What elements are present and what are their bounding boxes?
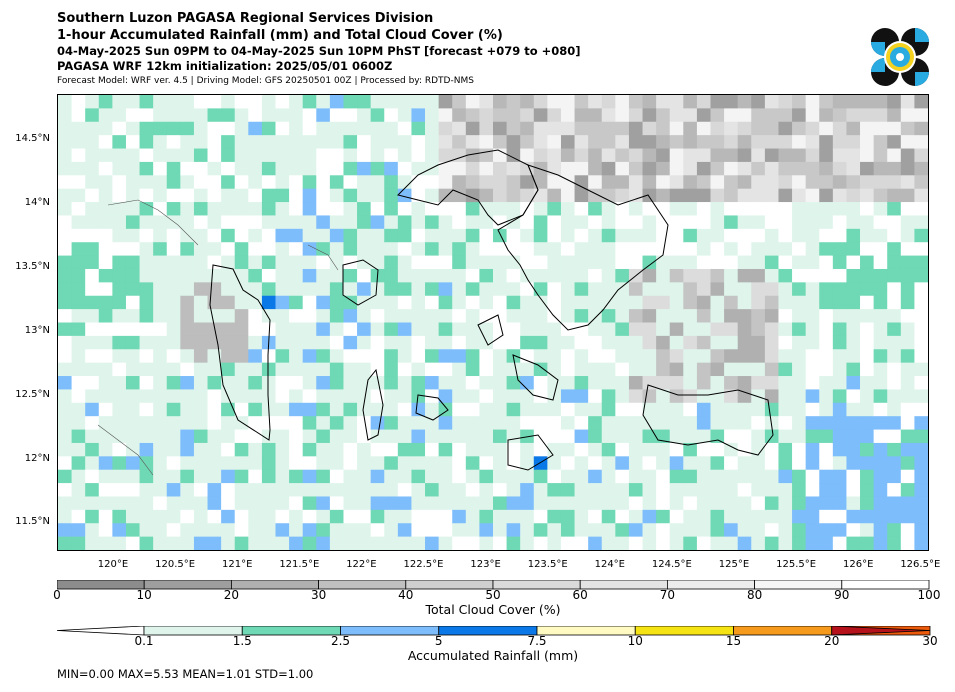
lon-label: 123.5°E [527, 559, 568, 570]
lon-label: 121.5°E [279, 559, 320, 570]
cloud-colorbar-tick: 80 [746, 588, 763, 602]
cloud-colorbar-tick: 10 [136, 588, 152, 602]
lon-label: 120°E [97, 559, 129, 570]
rainfall-colorbar [56, 626, 931, 636]
lon-label: 123°E [470, 559, 501, 570]
init-time: PAGASA WRF 12km initialization: 2025/05/… [57, 59, 393, 73]
cloud-colorbar-tick: 100 [917, 588, 941, 602]
lon-label: 121°E [221, 559, 253, 570]
cloud-colorbar-tick: 40 [398, 588, 414, 602]
lat-label: 13.5°N [15, 261, 50, 272]
minor-coast [97, 199, 339, 476]
title-block: Southern Luzon PAGASA Regional Services … [57, 10, 581, 87]
pagasa-logo [871, 28, 929, 86]
lon-label: 124°E [594, 559, 625, 570]
cloud-colorbar-tick: 50 [485, 588, 501, 602]
lon-label: 122°E [346, 559, 377, 570]
rainfall-cloud-map [58, 95, 928, 550]
lat-label: 12°N [24, 453, 50, 464]
lon-label: 124.5°E [651, 559, 692, 570]
cloud-colorbar-tick: 90 [834, 588, 850, 602]
lon-label: 125.5°E [776, 559, 817, 570]
map-title: Southern Luzon PAGASA Regional Services … [57, 11, 434, 26]
cloud-cover-colorbar [57, 580, 930, 590]
cloud-colorbar-label: Total Cloud Cover (%) [425, 602, 561, 617]
lat-label: 14°N [24, 197, 50, 208]
coastlines [209, 149, 774, 471]
cloud-colorbar-segment [841, 580, 930, 590]
rain-colorbar-segment [831, 626, 931, 636]
rain-colorbar-tick: 10 [627, 634, 643, 648]
lon-label: 126.5°E [900, 559, 941, 570]
rain-colorbar-tick: 20 [824, 634, 840, 648]
cloud-colorbar-tick: 60 [572, 588, 588, 602]
rain-colorbar-tick: 7.5 [527, 634, 547, 648]
cloud-colorbar-tick: 0 [53, 588, 61, 602]
rain-colorbar-tick: 15 [725, 634, 742, 648]
valid-time: 04-May-2025 Sun 09PM to 04-May-2025 Sun … [57, 44, 581, 58]
cloud-colorbar-tick: 70 [659, 588, 676, 602]
rain-colorbar-tick: 0.1 [134, 634, 154, 648]
grid-cells [58, 95, 928, 550]
rain-colorbar-tick: 2.5 [330, 634, 351, 648]
cloud-colorbar-tick: 30 [310, 588, 327, 602]
map-subtitle: 1-hour Accumulated Rainfall (mm) and Tot… [57, 28, 503, 43]
lon-label: 126°E [842, 559, 874, 570]
model-info: Forecast Model: WRF ver. 4.5 | Driving M… [57, 76, 474, 86]
lat-label: 13°N [24, 325, 50, 336]
cloud-colorbar-tick: 20 [223, 588, 240, 602]
lon-label: 120.5°E [155, 559, 196, 570]
map-panel [57, 94, 929, 551]
rain-colorbar-tick: 30 [922, 634, 938, 648]
rain-colorbar-tick: 5 [434, 634, 443, 648]
lon-label: 125°E [718, 559, 750, 570]
lat-label: 11.5°N [15, 516, 50, 527]
stats-line: MIN=0.00 MAX=5.53 MEAN=1.01 STD=1.00 [57, 667, 314, 681]
rain-colorbar-label: Accumulated Rainfall (mm) [407, 648, 579, 663]
rain-colorbar-tick: 1.5 [232, 634, 252, 648]
lon-label: 122.5°E [403, 559, 444, 570]
lat-label: 14.5°N [15, 133, 50, 144]
lat-label: 12.5°N [15, 389, 50, 400]
